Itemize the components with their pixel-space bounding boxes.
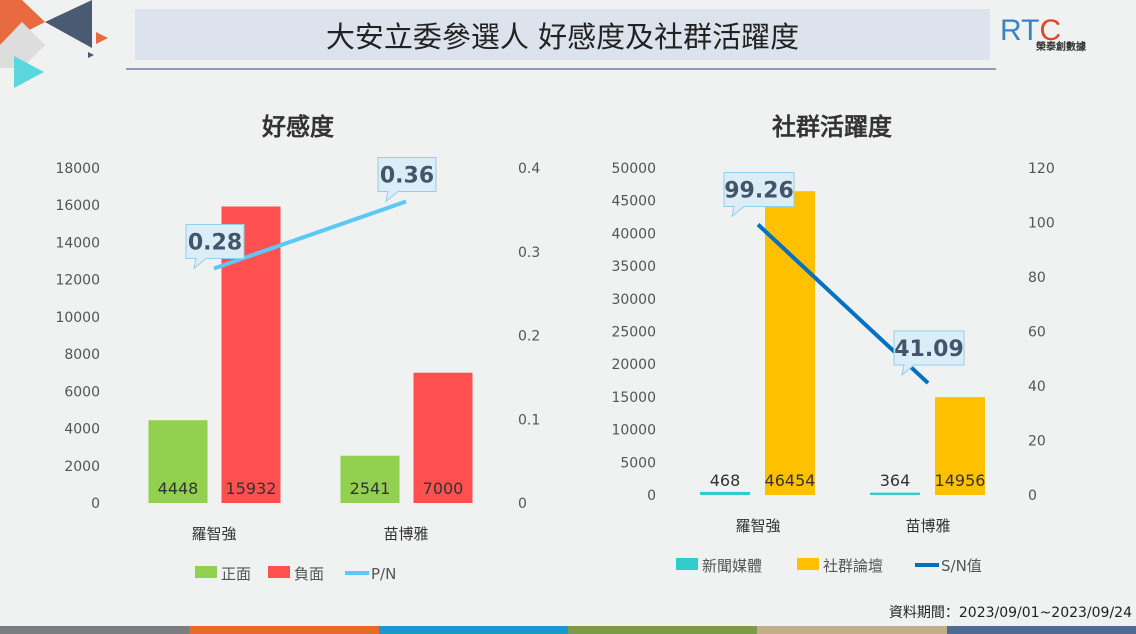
title-divider <box>126 68 996 70</box>
y-tick-label: 50000 <box>611 161 656 177</box>
legend-swatch <box>195 566 217 578</box>
y-tick-label: 6000 <box>64 384 100 400</box>
bar-正面 <box>148 420 208 503</box>
y2-tick-label: 0.2 <box>518 329 540 345</box>
y2-tick-label: 0 <box>1028 488 1037 504</box>
y2-tick-label: 80 <box>1028 270 1046 286</box>
rtc-logo: RTC 榮泰創數據 <box>1000 14 1086 53</box>
y-tick-label: 16000 <box>55 198 100 214</box>
bar-新聞媒體 <box>700 491 750 495</box>
y-tick-label: 30000 <box>611 292 656 308</box>
bar-value-label: 4448 <box>158 479 199 498</box>
y-tick-label: 35000 <box>611 259 656 275</box>
y-tick-label: 5000 <box>620 455 656 471</box>
line-P/N <box>213 199 407 271</box>
y-tick-label: 8000 <box>64 347 100 363</box>
y-tick-label: 4000 <box>64 422 100 438</box>
bar-value-label: 2541 <box>350 479 391 498</box>
line-value-label: 99.26 <box>724 179 794 204</box>
page-title: 大安立委參選人 好感度及社群活躍度 <box>135 9 990 60</box>
bar-負面 <box>413 372 473 503</box>
data-callout <box>723 172 795 218</box>
chart-title: 好感度 <box>261 113 335 141</box>
x-tick-label: 羅智強 <box>191 525 236 543</box>
legend-swatch <box>676 558 698 570</box>
data-callout <box>185 224 245 270</box>
bar-正面 <box>340 455 400 503</box>
bar-value-label: 7000 <box>423 479 464 498</box>
y-tick-label: 25000 <box>611 325 656 341</box>
y-tick-label: 45000 <box>611 194 656 210</box>
y2-tick-label: 20 <box>1028 434 1046 450</box>
y-tick-label: 12000 <box>55 273 100 289</box>
y2-tick-label: 0.1 <box>518 412 540 428</box>
bar-新聞媒體 <box>870 492 920 495</box>
x-tick-label: 羅智強 <box>735 517 780 535</box>
legend-swatch <box>268 566 290 578</box>
legend-label: 負面 <box>294 565 324 583</box>
y-tick-label: 20000 <box>611 357 656 373</box>
chart-title: 社群活躍度 <box>772 113 893 141</box>
y-tick-label: 2000 <box>64 459 100 475</box>
line-value-label: 41.09 <box>894 337 964 362</box>
bar-社群論壇 <box>765 191 815 495</box>
y-tick-label: 40000 <box>611 226 656 242</box>
y2-tick-label: 0.3 <box>518 245 540 261</box>
x-tick-label: 苗博雅 <box>905 517 950 535</box>
legend-label: 社群論壇 <box>823 557 883 575</box>
line-value-label: 0.28 <box>188 231 242 256</box>
bar-社群論壇 <box>935 397 985 495</box>
legend-label: 新聞媒體 <box>702 557 762 575</box>
line-value-label: 0.36 <box>380 164 434 189</box>
y-tick-label: 18000 <box>55 161 100 177</box>
y-tick-label: 15000 <box>611 390 656 406</box>
legend-swatch <box>797 558 819 570</box>
data-callout <box>893 330 965 377</box>
data-callout <box>377 157 437 203</box>
bar-value-label: 14956 <box>935 471 986 490</box>
y2-tick-label: 60 <box>1028 325 1046 341</box>
x-tick-label: 苗博雅 <box>383 525 428 543</box>
corner-decoration <box>0 0 108 88</box>
y-tick-label: 10000 <box>611 423 656 439</box>
legend-label: S/N值 <box>941 557 982 575</box>
y2-tick-label: 40 <box>1028 379 1046 395</box>
legend-label: P/N <box>371 565 396 583</box>
bar-value-label: 46454 <box>765 471 816 490</box>
y2-tick-label: 0.4 <box>518 161 540 177</box>
y-tick-label: 14000 <box>55 235 100 251</box>
y-tick-label: 10000 <box>55 310 100 326</box>
bar-value-label: 15932 <box>226 479 277 498</box>
bar-value-label: 364 <box>880 471 911 490</box>
y-tick-label: 0 <box>91 496 100 512</box>
data-period: 資料期間：2023/09/01~2023/09/24 <box>888 605 1132 621</box>
legend-label: 正面 <box>221 565 251 583</box>
y-tick-label: 0 <box>647 488 656 504</box>
y2-tick-label: 0 <box>518 496 527 512</box>
y2-tick-label: 100 <box>1028 216 1055 232</box>
bottom-color-bar <box>0 626 1136 634</box>
bar-value-label: 468 <box>710 471 741 490</box>
y2-tick-label: 120 <box>1028 161 1055 177</box>
